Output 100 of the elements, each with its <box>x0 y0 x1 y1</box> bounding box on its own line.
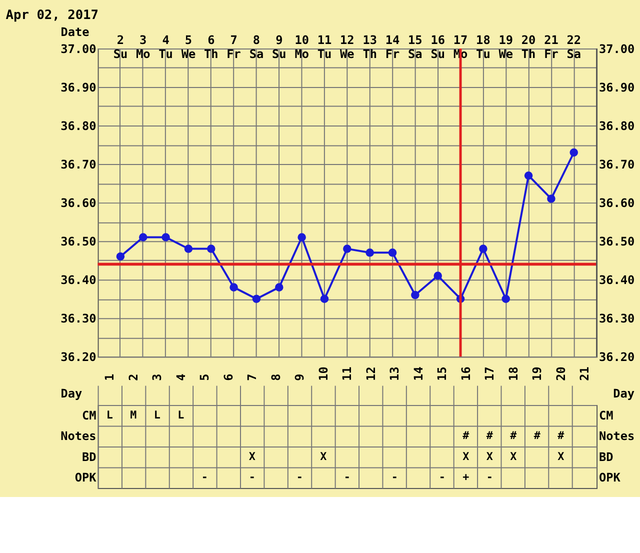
point <box>320 294 329 303</box>
text: L <box>154 408 160 422</box>
y-tick-label: 36.20 <box>60 350 96 364</box>
x-tick-label: 16 <box>458 366 473 381</box>
point <box>116 252 125 261</box>
text: - <box>391 470 398 484</box>
x-tick-label: 5 <box>198 374 212 381</box>
text: # <box>510 429 517 442</box>
text: - <box>486 470 493 484</box>
y-tick-label: 36.30 <box>60 312 96 326</box>
x-tick-label: 2 Su <box>113 33 128 61</box>
text: - <box>248 470 256 484</box>
y-tick-label: 36.40 <box>60 273 96 288</box>
point <box>298 233 306 242</box>
point <box>524 171 533 180</box>
x-tick-label: 12 We <box>340 33 354 61</box>
y2-tick-label: 36.80 <box>599 118 635 133</box>
x-tick-label: 15 Sa <box>408 33 422 61</box>
text: # <box>486 429 493 442</box>
x-tick-label: 20 Th <box>521 33 536 61</box>
x-tick-label: 14 <box>411 366 426 381</box>
point <box>343 244 352 253</box>
x-tick-label: 13 <box>388 366 402 381</box>
x-tick-label: 17 <box>482 366 497 381</box>
text: X <box>320 450 327 463</box>
x-tick-label: 12 <box>364 366 378 381</box>
point <box>547 194 556 203</box>
text: L <box>178 408 184 422</box>
x-tick-label: 18 <box>506 366 520 381</box>
point <box>275 283 284 292</box>
text: X <box>558 450 564 463</box>
x-tick-label: 6 <box>221 374 236 381</box>
point <box>479 244 488 253</box>
y2-tick-label: 36.20 <box>599 350 635 364</box>
x-tick-label: 21 <box>578 366 592 381</box>
point <box>252 294 261 303</box>
text: M <box>130 408 137 422</box>
x-axis-title: Date <box>60 25 90 40</box>
y-tick-label: BD <box>82 450 96 464</box>
x-tick-label: 9 Su <box>272 33 286 61</box>
text: L <box>106 408 113 422</box>
x-tick-label: 4 Tu <box>158 33 173 61</box>
x-tick-label: 8 Sa <box>249 33 264 61</box>
x-tick-label: 3 <box>150 374 164 381</box>
x-tick-label: 11 <box>340 366 354 381</box>
point <box>366 248 374 257</box>
text: - <box>438 470 446 484</box>
x-tick-label: 7 Fr <box>226 33 241 61</box>
y2-tick-label: 37.00 <box>599 42 635 56</box>
x-axis-title: Day <box>60 386 82 401</box>
x-tick-label: 9 <box>292 374 307 381</box>
text: - <box>296 470 303 484</box>
x-tick-label: 14 Fr <box>385 33 400 61</box>
y-tick-label: 36.90 <box>60 80 96 94</box>
y2-tick-label: Notes <box>599 429 635 444</box>
x2-axis-title: Day <box>613 386 635 401</box>
x-tick-label: 19 We <box>498 33 513 61</box>
y2-tick-label: 36.70 <box>599 158 635 172</box>
text: X <box>510 450 517 463</box>
point <box>230 283 238 292</box>
text: + <box>462 470 470 484</box>
point <box>434 272 442 280</box>
y2-tick-label: CM <box>599 408 614 422</box>
y-tick-label: 36.80 <box>60 118 96 133</box>
point <box>570 148 578 157</box>
x-tick-label: 13 Th <box>362 33 377 61</box>
text: X <box>486 450 493 463</box>
chart-title: Apr 02, 2017 <box>6 8 98 23</box>
x-tick-label: 22 Sa <box>566 33 582 61</box>
y-tick-label: 36.70 <box>60 158 96 172</box>
x-tick-label: 6 Th <box>204 33 218 61</box>
text: - <box>344 470 350 484</box>
text: # <box>462 429 470 442</box>
point <box>388 248 397 257</box>
y2-tick-label: OPK <box>599 470 622 485</box>
y-tick-label: 36.50 <box>60 234 96 249</box>
x-tick-label: 3 Mo <box>136 33 150 61</box>
y2-tick-label: 36.90 <box>599 80 635 94</box>
x-tick-label: 5 We <box>181 33 196 61</box>
x-tick-label: 2 <box>126 374 140 381</box>
x-tick-label: 11 Tu <box>317 33 332 61</box>
y-tick-label: CM <box>82 408 96 422</box>
point <box>502 294 510 303</box>
point <box>138 233 148 242</box>
y2-tick-label: BD <box>599 450 614 464</box>
x-tick-label: 8 <box>268 374 283 381</box>
y-tick-label: 36.60 <box>60 196 96 210</box>
x-tick-label: 10 Mo <box>294 33 309 61</box>
y-tick-label: 37.00 <box>60 42 96 56</box>
x-tick-label: 10 <box>316 366 330 381</box>
x-tick-label: 18 Tu <box>476 33 490 61</box>
x-tick-label: 15 <box>435 366 450 381</box>
point <box>162 233 170 242</box>
point <box>411 290 420 300</box>
y2-tick-label: 36.60 <box>599 196 635 210</box>
y-tick-label: OPK <box>74 470 98 485</box>
x-tick-label: 4 <box>174 374 188 381</box>
text: # <box>558 429 564 442</box>
text: - <box>201 470 208 484</box>
y2-tick-label: 36.30 <box>599 312 635 326</box>
